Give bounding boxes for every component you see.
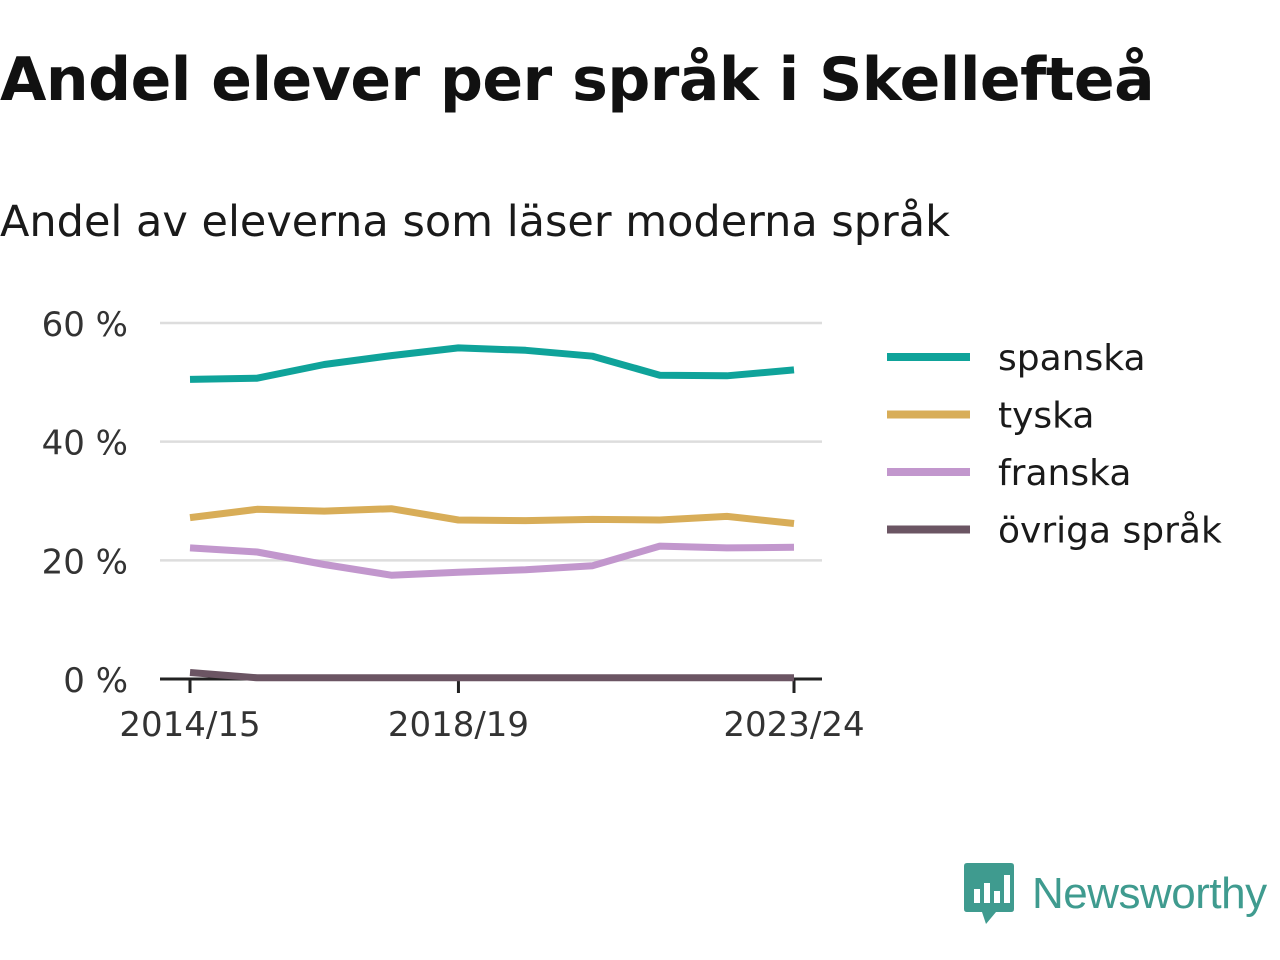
legend: spanska tyska franska övriga språk	[887, 338, 1222, 552]
y-tick-label: 20 %	[42, 542, 128, 582]
series-line-1	[189, 344, 795, 383]
y-tick-label: 40 %	[42, 424, 128, 464]
legend-label: spanska	[998, 338, 1146, 379]
legend-label: tyska	[998, 396, 1094, 437]
newsworthy-logo-icon	[964, 863, 1014, 924]
x-tick-label: 2023/24	[723, 705, 864, 745]
brand-logo: Newsworthy	[964, 862, 1267, 926]
legend-label: franska	[998, 453, 1131, 494]
legend-label: övriga språk	[998, 511, 1222, 552]
series-line-3	[189, 542, 795, 579]
series-line-2	[189, 505, 795, 527]
gridlines	[160, 321, 822, 562]
x-tick-label: 2014/15	[119, 705, 260, 745]
chart-subtitle: Andel av eleverna som läser moderna språ…	[0, 197, 950, 247]
y-tick-label: 0 %	[63, 661, 128, 701]
y-tick-label: 60 %	[42, 305, 128, 345]
series-lines	[189, 344, 795, 682]
series-line-4	[189, 669, 794, 682]
chart-title: Andel elever per språk i Skellefteå	[0, 45, 1155, 115]
x-tick-label: 2018/19	[388, 705, 529, 745]
brand-name: Newsworthy	[1032, 869, 1267, 918]
